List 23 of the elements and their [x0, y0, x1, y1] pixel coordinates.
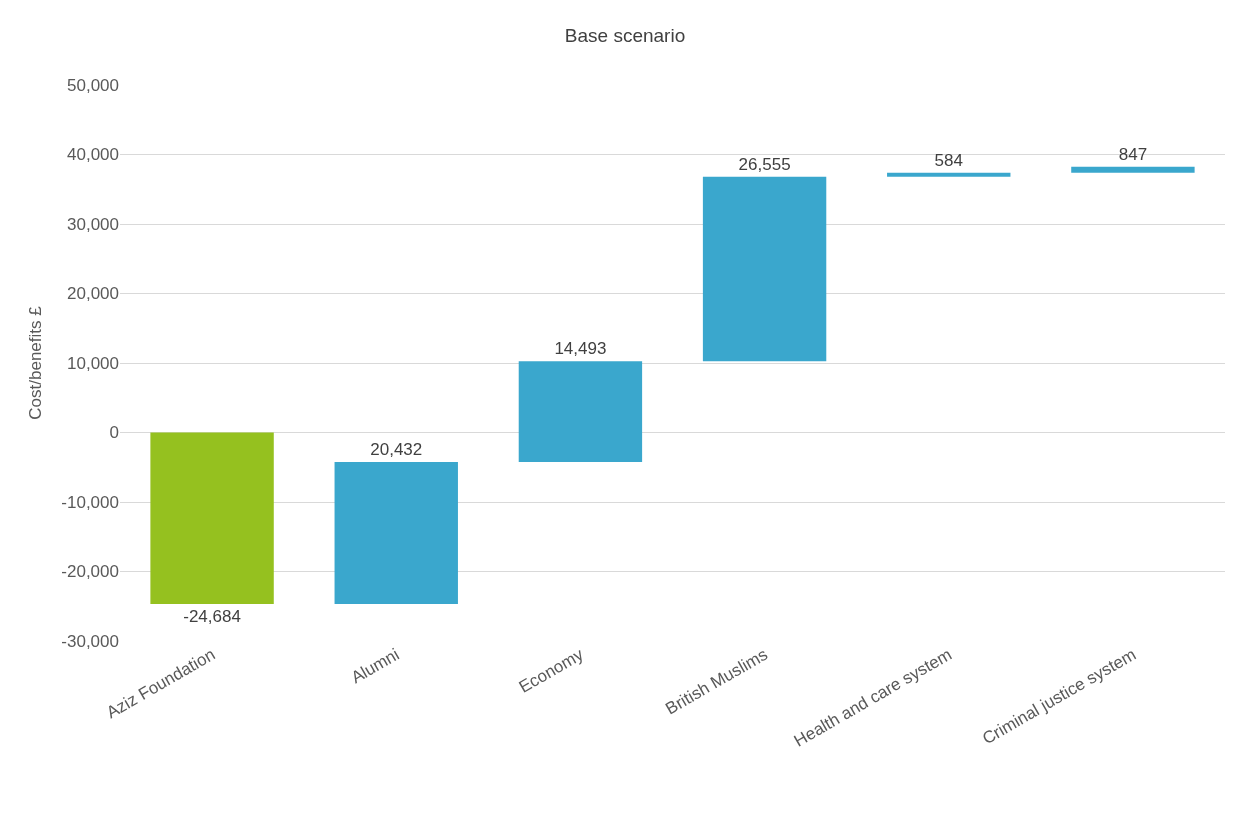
data-label: 14,493 [554, 339, 607, 359]
y-axis-title: Cost/benefits £ [25, 305, 45, 420]
y-tick-label: -30,000 [61, 631, 119, 651]
y-tick-label: 30,000 [67, 214, 119, 234]
y-tick-label: 40,000 [67, 145, 119, 165]
bar [887, 172, 1011, 177]
bar [702, 176, 827, 362]
bar [150, 432, 274, 605]
data-label: 20,432 [370, 440, 423, 460]
y-tick-label: 20,000 [67, 284, 119, 304]
data-label: -24,684 [183, 607, 241, 627]
y-tick-label: 0 [109, 423, 119, 443]
y-tick-label: -20,000 [61, 562, 119, 582]
chart-title: Base scenario [564, 25, 686, 47]
y-tick-label: 10,000 [67, 353, 119, 373]
bar [334, 462, 458, 605]
data-label: 26,555 [738, 154, 791, 174]
y-tick-label: 50,000 [67, 75, 119, 95]
data-label: 584 [934, 150, 963, 170]
bar [1071, 166, 1195, 173]
bar [518, 361, 643, 463]
y-tick-label: -10,000 [61, 492, 119, 512]
data-label: 847 [1118, 144, 1148, 164]
